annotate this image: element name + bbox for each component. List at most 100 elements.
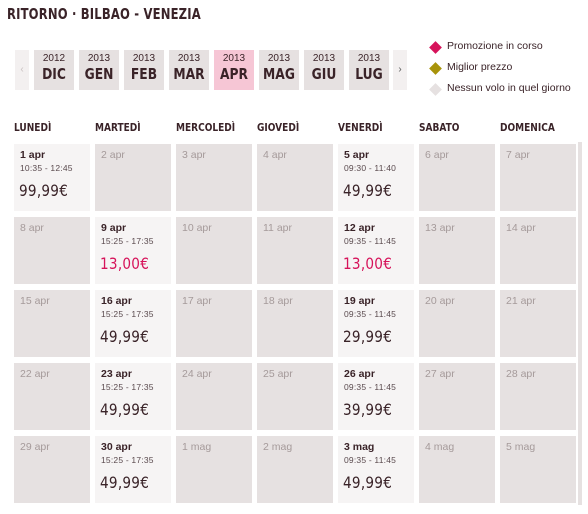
- day-date: 27 apr: [425, 368, 455, 380]
- day-date: 1 apr: [20, 149, 46, 161]
- day-date: 7 apr: [506, 149, 530, 161]
- day-cell-no-flight: 17 apr: [176, 290, 252, 357]
- day-cell-available[interactable]: 30 apr 15:25 - 17:35 49,99€: [95, 436, 171, 503]
- day-cell-available[interactable]: 9 apr 15:25 - 17:35 13,00€: [95, 217, 171, 284]
- month-tab-label: GIU: [311, 65, 337, 83]
- day-date: 8 apr: [20, 222, 44, 234]
- day-cell-no-flight: 2 apr: [95, 144, 171, 211]
- day-date: 25 apr: [263, 368, 293, 380]
- flight-price: 99,99€: [19, 181, 69, 200]
- legend-label: Nessun volo in quel giorno: [447, 82, 571, 94]
- day-date: 19 apr: [344, 295, 375, 307]
- diamond-icon: [429, 83, 442, 96]
- month-tab-feb[interactable]: 2013 FEB: [124, 50, 164, 90]
- month-tab-mag[interactable]: 2013 MAG: [259, 50, 299, 90]
- day-date: 29 apr: [20, 441, 50, 453]
- day-cell-no-flight: 18 apr: [257, 290, 333, 357]
- day-cell-no-flight: 13 apr: [419, 217, 495, 284]
- day-date: 26 apr: [344, 368, 375, 380]
- day-cell-no-flight: 27 apr: [419, 363, 495, 430]
- day-cell-available[interactable]: 5 apr 09:30 - 11:40 49,99€: [338, 144, 414, 211]
- day-date: 6 apr: [425, 149, 449, 161]
- day-cell-no-flight: 20 apr: [419, 290, 495, 357]
- flight-price: 49,99€: [100, 473, 150, 492]
- prev-month-button[interactable]: ‹: [15, 50, 29, 90]
- scrollbar-track[interactable]: [578, 142, 582, 505]
- month-tab-gen[interactable]: 2013 GEN: [79, 50, 119, 90]
- day-date: 20 apr: [425, 295, 455, 307]
- day-date: 23 apr: [101, 368, 132, 380]
- flight-price: 49,99€: [100, 327, 150, 346]
- day-date: 24 apr: [182, 368, 212, 380]
- day-date: 10 apr: [182, 222, 212, 234]
- flight-time: 15:25 - 17:35: [101, 382, 154, 392]
- flight-time: 09:35 - 11:45: [344, 455, 397, 465]
- day-cell-available[interactable]: 1 apr 10:35 - 12:45 99,99€: [14, 144, 90, 211]
- diamond-icon: [429, 41, 442, 54]
- day-cell-available[interactable]: 12 apr 09:35 - 11:45 13,00€: [338, 217, 414, 284]
- month-tab-label: LUG: [355, 65, 383, 83]
- month-tab-label: MAG: [263, 65, 295, 83]
- month-tab-giu[interactable]: 2013 GIU: [304, 50, 344, 90]
- weekday-label: VENERDÌ: [338, 121, 383, 134]
- weekday-header: LUNEDÌ MARTEDÌ MERCOLEDÌ GIOVEDÌ VENERDÌ SABA…: [14, 121, 584, 135]
- day-date: 14 apr: [506, 222, 536, 234]
- day-cell-no-flight: 29 apr: [14, 436, 90, 503]
- day-date: 16 apr: [101, 295, 132, 307]
- day-date: 17 apr: [182, 295, 212, 307]
- flight-time: 09:35 - 11:45: [344, 236, 397, 246]
- day-cell-no-flight: 11 apr: [257, 217, 333, 284]
- flight-time: 09:35 - 11:45: [344, 309, 397, 319]
- month-tab-year: 2013: [87, 53, 111, 64]
- month-tab-label: DIC: [42, 65, 66, 83]
- day-cell-available[interactable]: 23 apr 15:25 - 17:35 49,99€: [95, 363, 171, 430]
- flight-time: 15:25 - 17:35: [101, 236, 154, 246]
- month-tab-apr[interactable]: 2013 APR: [214, 50, 254, 90]
- day-date: 13 apr: [425, 222, 455, 234]
- day-cell-no-flight: 10 apr: [176, 217, 252, 284]
- month-tab-label: MAR: [173, 65, 205, 83]
- day-cell-no-flight: 2 mag: [257, 436, 333, 503]
- day-date: 11 apr: [263, 222, 292, 234]
- month-tab-dic[interactable]: 2012 DIC: [34, 50, 74, 90]
- day-date: 9 apr: [101, 222, 127, 234]
- next-month-button[interactable]: ›: [393, 50, 407, 90]
- day-cell-available[interactable]: 16 apr 15:25 - 17:35 49,99€: [95, 290, 171, 357]
- day-date: 28 apr: [506, 368, 536, 380]
- month-tab-lug[interactable]: 2013 LUG: [349, 50, 389, 90]
- day-date: 18 apr: [263, 295, 293, 307]
- flight-price: 39,99€: [343, 400, 393, 419]
- day-cell-available[interactable]: 3 mag 09:35 - 11:45 49,99€: [338, 436, 414, 503]
- month-tab-mar[interactable]: 2013 MAR: [169, 50, 209, 90]
- legend-label: Miglior prezzo: [447, 61, 513, 73]
- day-cell-no-flight: 24 apr: [176, 363, 252, 430]
- weekday-label: DOMENICA: [500, 121, 555, 134]
- flight-price: 29,99€: [343, 327, 393, 346]
- flight-time: 15:25 - 17:35: [101, 455, 154, 465]
- page-title: RITORNO · BILBAO - VENEZIA: [7, 5, 201, 23]
- day-date: 3 mag: [344, 441, 375, 453]
- day-date: 30 apr: [101, 441, 132, 453]
- month-tab-year: 2013: [357, 53, 381, 64]
- day-date: 2 mag: [263, 441, 293, 453]
- day-date: 5 mag: [506, 441, 536, 453]
- month-tab-year: 2013: [132, 53, 156, 64]
- flight-price: 13,00€: [100, 254, 150, 273]
- day-date: 3 apr: [182, 149, 206, 161]
- flight-time: 15:25 - 17:35: [101, 309, 154, 319]
- day-cell-no-flight: 14 apr: [500, 217, 576, 284]
- weekday-label: MERCOLEDÌ: [176, 121, 236, 134]
- day-cell-no-flight: 3 apr: [176, 144, 252, 211]
- flight-price: 49,99€: [343, 473, 393, 492]
- flight-time: 09:35 - 11:45: [344, 382, 397, 392]
- day-cell-no-flight: 4 apr: [257, 144, 333, 211]
- day-cell-available[interactable]: 26 apr 09:35 - 11:45 39,99€: [338, 363, 414, 430]
- month-tab-year: 2012: [42, 53, 66, 64]
- day-cell-no-flight: 5 mag: [500, 436, 576, 503]
- day-cell-no-flight: 28 apr: [500, 363, 576, 430]
- day-cell-available[interactable]: 19 apr 09:35 - 11:45 29,99€: [338, 290, 414, 357]
- day-cell-no-flight: 22 apr: [14, 363, 90, 430]
- flight-price: 13,00€: [343, 254, 393, 273]
- legend-label: Promozione in corso: [447, 40, 543, 52]
- day-date: 5 apr: [344, 149, 370, 161]
